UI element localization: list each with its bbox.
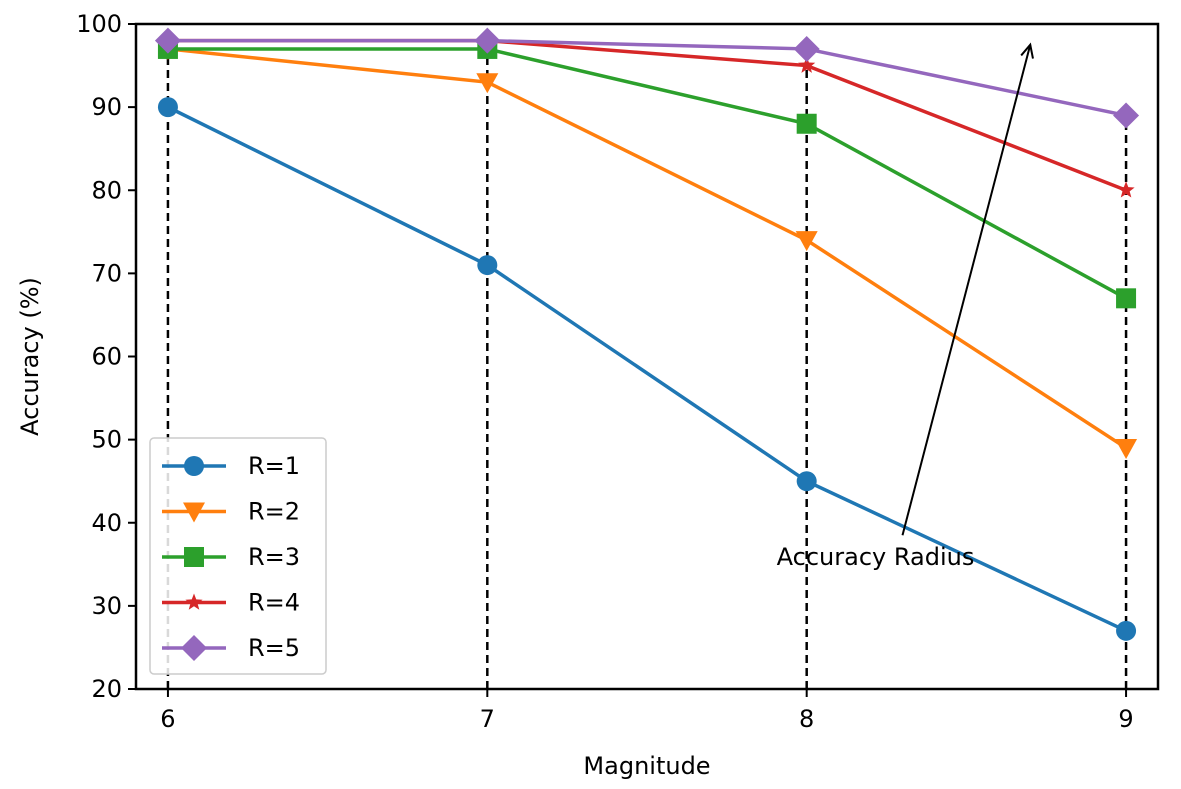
data-point (154, 27, 181, 54)
annotation-arrow-line (901, 44, 1032, 536)
legend-label: R=3 (248, 543, 300, 571)
y-tick-label: 70 (91, 259, 122, 287)
x-axis: 6 7 8 9 (160, 689, 1134, 733)
legend-box (149, 437, 327, 675)
annotation-arrow-head (1020, 42, 1034, 59)
y-tick-label: 40 (91, 509, 122, 537)
series-5 (154, 27, 1140, 129)
series-2 (156, 39, 1138, 459)
legend-label: R=5 (248, 634, 300, 662)
legend: R=1 R=2 R=3 R=4 R=5 (149, 437, 327, 675)
legend-label: R=4 (248, 589, 300, 617)
series-line (167, 47, 1128, 450)
data-point (796, 113, 817, 134)
annotation: Accuracy Radius (777, 42, 1034, 571)
data-point (1115, 438, 1138, 459)
x-tick-label: 6 (160, 705, 175, 733)
legend-item: R=3 (162, 543, 300, 571)
y-axis: 20 30 40 50 60 70 80 90 100 (76, 10, 136, 703)
series-4 (159, 31, 1135, 198)
data-point (1117, 181, 1135, 198)
data-point (795, 231, 818, 252)
data-point (476, 73, 499, 94)
legend-marker (184, 456, 204, 476)
y-tick-label: 100 (76, 10, 122, 38)
x-tick-label: 9 (1118, 705, 1133, 733)
data-point (1113, 102, 1140, 129)
annotation-label: Accuracy Radius (777, 543, 975, 571)
legend-marker (183, 502, 205, 523)
legend-item: R=2 (162, 498, 300, 526)
y-tick-label: 20 (91, 675, 122, 703)
data-point (793, 35, 820, 62)
series-layer (154, 27, 1140, 641)
x-axis-label: Magnitude (583, 752, 710, 780)
legend-item: R=4 (162, 589, 300, 617)
series-line (167, 47, 1127, 300)
series-line (167, 38, 1127, 118)
data-point (157, 97, 178, 118)
y-axis-label: Accuracy (%) (16, 277, 44, 436)
legend-label: R=2 (248, 498, 300, 526)
series-1 (157, 97, 1137, 641)
legend-marker (181, 635, 207, 661)
legend-item: R=1 (162, 452, 300, 480)
data-point (477, 255, 498, 276)
y-tick-label: 60 (91, 343, 122, 371)
data-point (796, 471, 817, 492)
legend-label: R=1 (248, 452, 300, 480)
data-point (1116, 288, 1137, 309)
y-tick-label: 50 (91, 426, 122, 454)
y-tick-label: 30 (91, 592, 122, 620)
data-point (1116, 620, 1137, 641)
x-tick-label: 8 (799, 705, 814, 733)
legend-marker (184, 547, 204, 567)
y-tick-label: 80 (91, 176, 122, 204)
y-tick-label: 90 (91, 93, 122, 121)
legend-item: R=5 (162, 634, 300, 662)
data-point (474, 27, 501, 54)
legend-marker (185, 593, 203, 610)
data-point (798, 56, 816, 73)
x-tick-label: 7 (480, 705, 495, 733)
series-line (167, 105, 1127, 633)
